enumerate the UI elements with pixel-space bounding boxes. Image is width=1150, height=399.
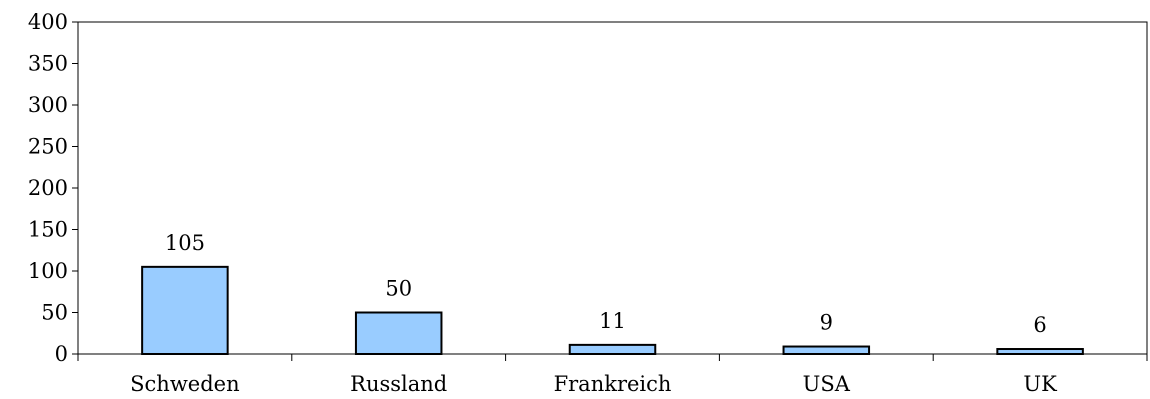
bar xyxy=(568,343,657,355)
data-labels: 105 50 11 9 6 xyxy=(165,231,1047,337)
y-tick-label: 300 xyxy=(28,93,68,117)
y-tick-label: 350 xyxy=(28,52,68,76)
data-label: 6 xyxy=(1033,313,1046,337)
plot-border xyxy=(77,21,1148,355)
data-label: 50 xyxy=(385,277,412,301)
plot-frame xyxy=(77,21,1148,355)
data-label: 9 xyxy=(820,311,833,335)
y-tick-label: 400 xyxy=(28,10,68,34)
bar xyxy=(996,348,1084,355)
x-category-label: Russland xyxy=(350,372,447,396)
x-category-label: Frankreich xyxy=(554,372,672,396)
y-tick-label: 200 xyxy=(28,176,68,200)
x-category-label: UK xyxy=(1023,372,1057,396)
bar xyxy=(141,265,229,356)
data-label: 11 xyxy=(599,309,626,333)
y-tick-label: 50 xyxy=(41,301,68,325)
x-category-label: Schweden xyxy=(130,372,239,396)
y-tick-label: 0 xyxy=(55,342,68,366)
y-tick-label: 250 xyxy=(28,135,68,159)
y-axis: 0 50 100 150 200 250 300 350 400 xyxy=(28,10,78,366)
data-label: 105 xyxy=(165,231,205,255)
x-category-label: USA xyxy=(803,372,851,396)
bar xyxy=(354,311,443,355)
y-tick-label: 100 xyxy=(28,259,68,283)
x-axis: Schweden Russland Frankreich USA UK xyxy=(77,354,1148,396)
bar xyxy=(782,345,871,355)
y-tick-label: 150 xyxy=(28,218,68,242)
bars xyxy=(141,265,1084,356)
